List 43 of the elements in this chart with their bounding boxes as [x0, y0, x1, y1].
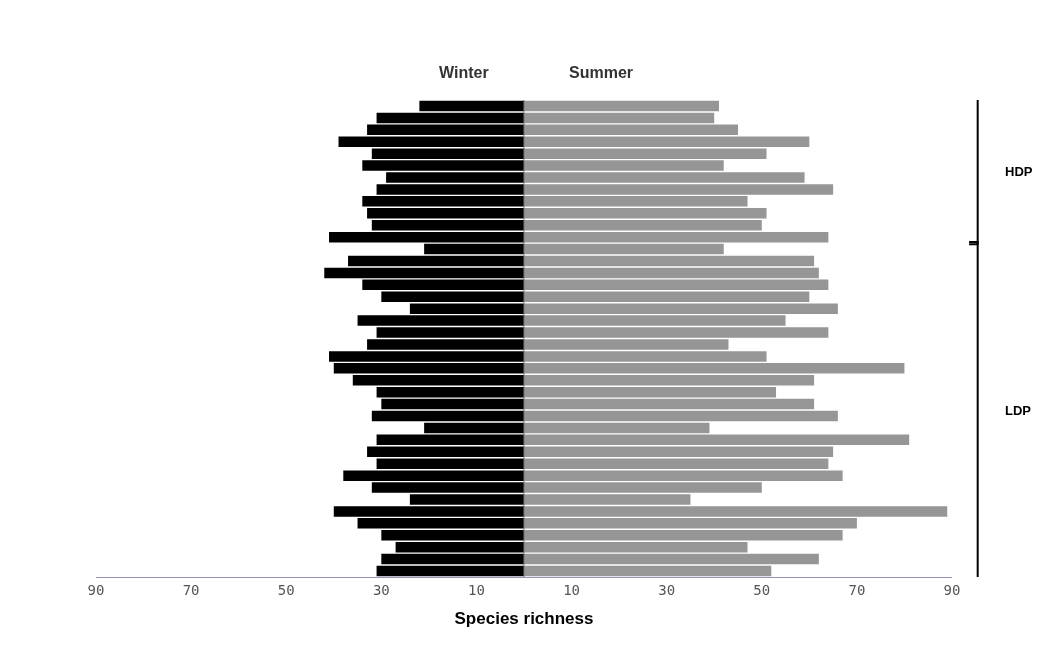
x-tick-label: 70	[848, 581, 866, 598]
bar	[419, 100, 524, 112]
text: HDP	[1005, 164, 1033, 179]
x-tick-label: 70	[182, 581, 200, 598]
bar	[524, 398, 815, 410]
bar	[524, 267, 819, 279]
bar	[524, 410, 838, 422]
bar	[362, 279, 524, 291]
bar	[329, 231, 524, 243]
bar	[524, 112, 715, 124]
series-label: Winter	[439, 64, 489, 81]
bar	[524, 422, 710, 434]
bar	[376, 565, 524, 577]
x-tick-label: 10	[563, 581, 580, 598]
x-axis-title: Species richness	[454, 609, 594, 629]
bar	[371, 410, 524, 422]
x-tick-label: 30	[372, 581, 390, 598]
x-tick-label: 50	[753, 581, 771, 598]
bar	[381, 553, 524, 565]
bar	[524, 279, 829, 291]
bar	[376, 112, 524, 124]
bar	[524, 553, 819, 565]
bar	[324, 267, 524, 279]
x-tick-label: 50	[277, 581, 295, 598]
bar	[524, 243, 724, 255]
bar	[524, 100, 719, 112]
bar	[381, 398, 524, 410]
series-label: Summer	[569, 64, 634, 81]
bar	[376, 434, 524, 446]
bar	[524, 434, 910, 446]
bar	[376, 386, 524, 398]
bar	[524, 565, 772, 577]
bar	[424, 422, 524, 434]
x-tick-label: 90	[943, 581, 961, 598]
bar	[524, 386, 777, 398]
x-tick-label: 10	[468, 581, 485, 598]
bar	[524, 231, 829, 243]
bar	[424, 243, 524, 255]
bar	[348, 255, 524, 267]
x-tick-label: 90	[87, 581, 105, 598]
text: LDP	[1005, 403, 1032, 418]
bar	[524, 255, 815, 267]
x-tick-label: 30	[658, 581, 676, 598]
